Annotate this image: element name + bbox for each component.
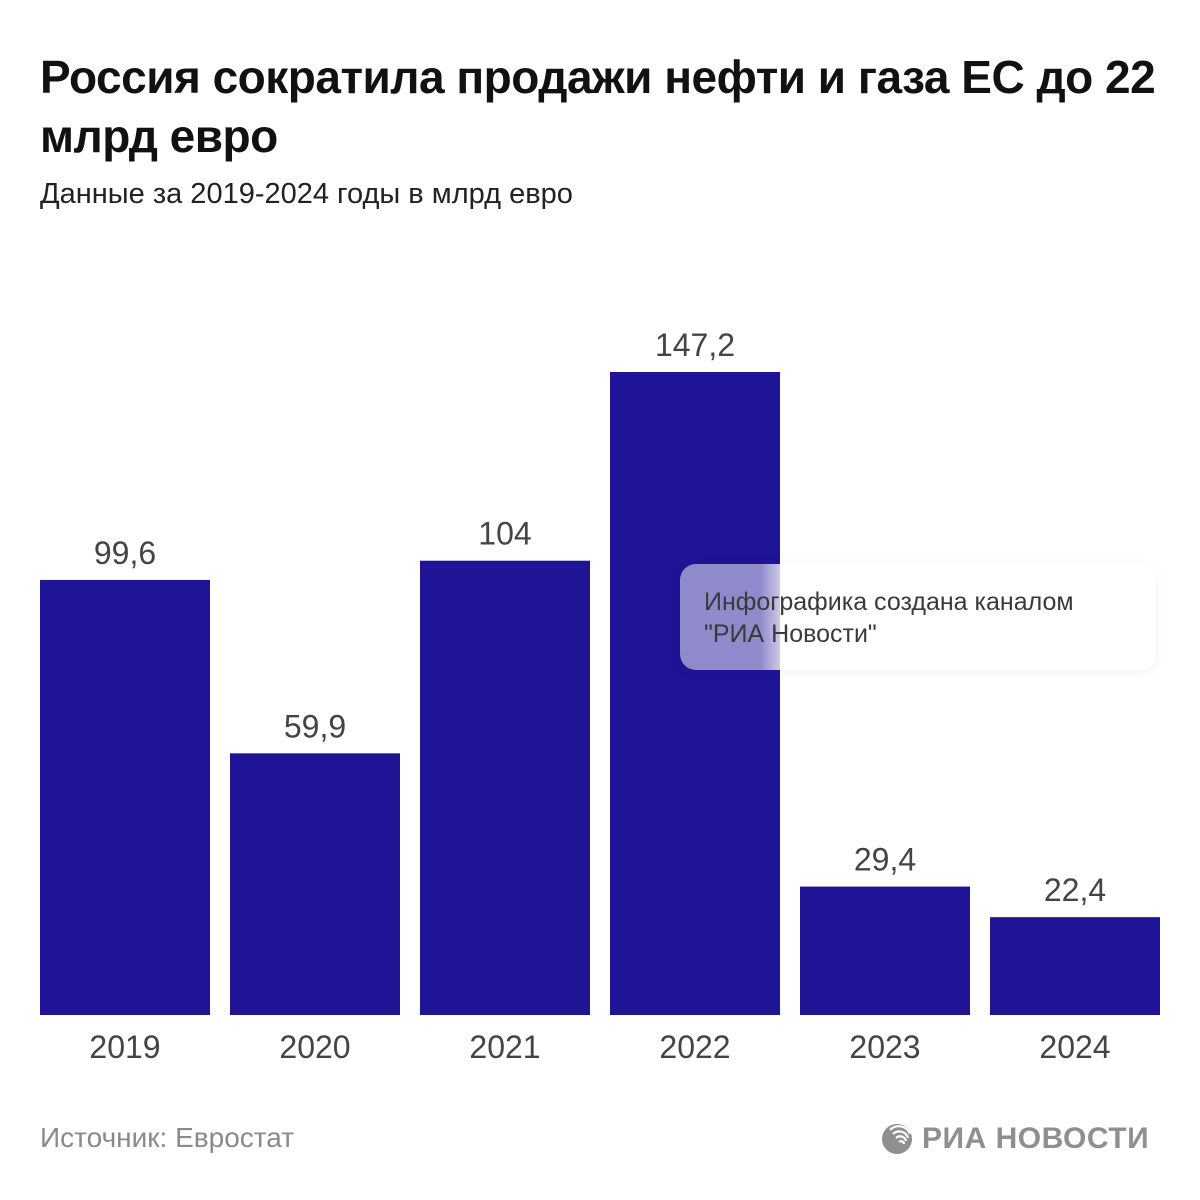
- value-label-2024: 22,4: [1044, 872, 1106, 908]
- x-tick-label-2020: 2020: [279, 1029, 350, 1065]
- source-note: Источник: Евростат: [40, 1122, 295, 1153]
- value-label-2020: 59,9: [284, 708, 346, 744]
- bar-2021: [420, 560, 590, 1015]
- x-axis-labels-group: 2019 2020 2021 2022 2023 2024: [89, 1029, 1110, 1065]
- value-label-2023: 29,4: [854, 842, 916, 878]
- watermark-overlay: Инфографика создана каналом "РИА Новости…: [680, 564, 1156, 670]
- ria-novosti-logo: РИА НОВОСТИ: [880, 1122, 1149, 1156]
- ria-globe-icon: [882, 1124, 912, 1154]
- x-tick-label-2019: 2019: [89, 1029, 160, 1065]
- chart-title: Россия сократила продажи нефти и газа ЕС…: [40, 51, 1156, 162]
- x-tick-label-2022: 2022: [659, 1029, 730, 1065]
- overlay-line-1: Инфографика создана каналом: [704, 588, 1074, 616]
- value-label-2022: 147,2: [655, 327, 735, 363]
- x-tick-label-2024: 2024: [1039, 1029, 1110, 1065]
- chart-subtitle: Данные за 2019-2024 годы в млрд евро: [40, 178, 573, 210]
- bar-2019: [40, 579, 210, 1015]
- x-tick-label-2021: 2021: [469, 1029, 540, 1065]
- bar-2024: [990, 917, 1160, 1015]
- value-label-2019: 99,6: [94, 535, 156, 571]
- bar-2020: [230, 753, 400, 1015]
- value-labels-group: 99,6 59,9 104 147,2 29,4 22,4: [94, 327, 1106, 908]
- value-label-2021: 104: [478, 516, 531, 552]
- x-tick-label-2023: 2023: [849, 1029, 920, 1065]
- bars-group: [40, 372, 1160, 1015]
- overlay-line-2: "РИА Новости": [704, 620, 877, 648]
- bar-2023: [800, 886, 970, 1015]
- bar-2022: [610, 372, 780, 1015]
- logo-text: РИА НОВОСТИ: [922, 1122, 1150, 1155]
